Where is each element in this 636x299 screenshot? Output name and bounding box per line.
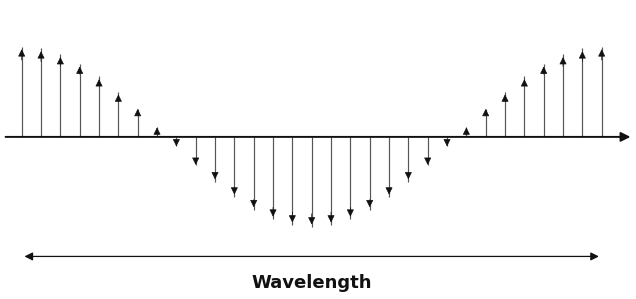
Text: Wavelength: Wavelength	[251, 274, 372, 292]
